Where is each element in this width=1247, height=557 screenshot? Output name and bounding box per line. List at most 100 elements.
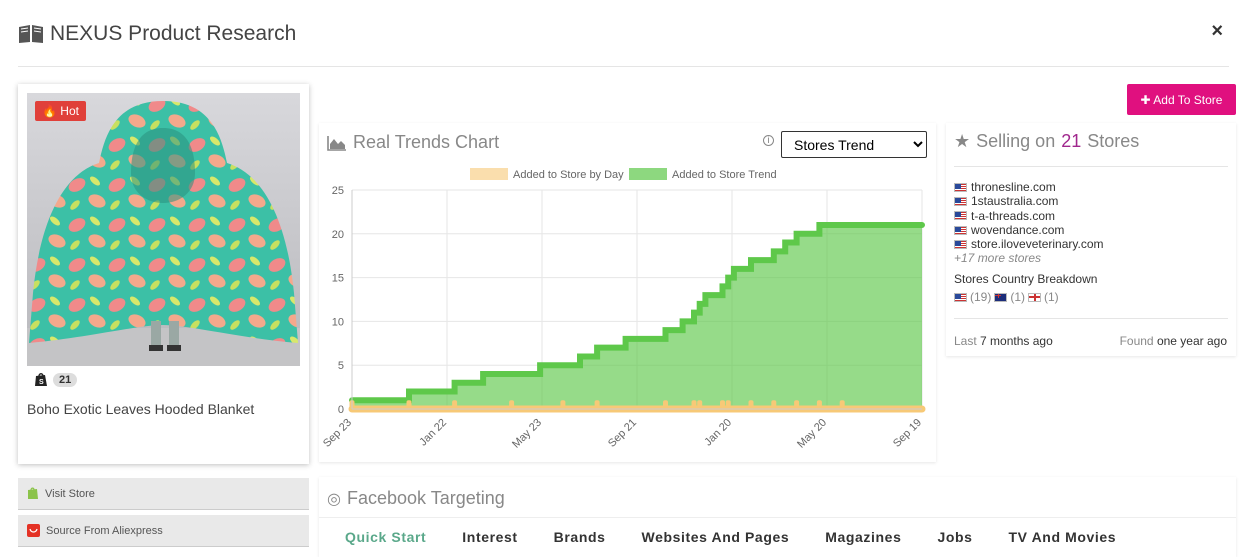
tab-tv-and-movies[interactable]: TV And Movies [1008, 529, 1117, 545]
us-flag-icon [954, 211, 967, 221]
visit-store-label: Visit Store [45, 487, 95, 500]
hot-badge: 🔥 Hot [35, 101, 86, 121]
store-domain[interactable]: thronesline.com [971, 180, 1056, 194]
store-domain[interactable]: store.iloveveterinary.com [971, 237, 1104, 252]
add-to-store-button[interactable]: ✚ Add To Store [1127, 84, 1236, 115]
last-seen-label: Last [954, 334, 977, 348]
selling-stores-card: ★ Selling on 21 Stores thronesline.com 1… [946, 123, 1236, 356]
product-image[interactable]: 🔥 Hot [27, 93, 300, 366]
legend-swatch [629, 168, 667, 180]
country-count: (19) [970, 290, 992, 304]
divider [954, 318, 1228, 319]
add-to-store-label: Add To Store [1153, 92, 1223, 107]
store-count-badge: 21 [53, 372, 78, 387]
us-flag-icon [954, 225, 967, 235]
stores-title-suffix: Stores [1087, 131, 1140, 151]
svg-text:S: S [39, 379, 44, 386]
y-tick-label: 10 [332, 316, 344, 328]
facebook-targeting-tabs: Quick Start Interest Brands Websites And… [319, 517, 1236, 545]
hooded-blanket-picture [27, 93, 300, 366]
by-day-point [691, 400, 697, 409]
real-trends-chart-card: Real Trends Chart i Stores Trend Added t… [319, 123, 936, 462]
found-label: Found [1119, 334, 1154, 348]
y-tick-label: 5 [338, 360, 344, 372]
by-day-point [839, 400, 845, 409]
last-seen: Last 7 months ago [954, 334, 1053, 348]
tab-brands[interactable]: Brands [553, 529, 606, 545]
list-item[interactable]: wovendance.com [954, 223, 1104, 237]
source-aliexpress-label: Source From Aliexpress [46, 524, 163, 537]
aliexpress-icon [27, 524, 40, 537]
x-tick-label: Sep 19 [891, 417, 924, 450]
tab-magazines[interactable]: Magazines [825, 529, 902, 545]
store-list: thronesline.com 1staustralia.com t-a-thr… [954, 180, 1104, 266]
by-day-point [663, 400, 668, 409]
y-tick-label: 0 [338, 404, 344, 416]
list-item[interactable]: store.iloveveterinary.com [954, 237, 1104, 251]
by-day-point [406, 400, 412, 409]
divider [954, 166, 1228, 167]
by-day-point [509, 400, 515, 409]
legend-label: Added to Store Trend [672, 169, 777, 181]
book-icon [19, 25, 43, 43]
tab-jobs[interactable]: Jobs [937, 529, 973, 545]
plus-icon: ✚ [1140, 92, 1151, 107]
hot-label: Hot [60, 104, 79, 118]
us-flag-icon [954, 196, 967, 206]
found-value: one year ago [1156, 334, 1227, 348]
store-domain[interactable]: 1staustralia.com [971, 194, 1059, 209]
facebook-targeting-title-text: Facebook Targeting [346, 488, 505, 508]
x-tick-label: Sep 21 [606, 417, 639, 450]
trend-type-select[interactable]: Stores Trend [781, 131, 927, 158]
by-day-point [725, 400, 731, 409]
modal-header: NEXUS Product Research × [18, 20, 1229, 67]
page-title-text: NEXUS Product Research [50, 22, 297, 45]
stores-count: 21 [1061, 131, 1082, 151]
legend-label: Added to Store by Day [513, 169, 624, 181]
info-icon[interactable]: i [763, 135, 774, 146]
facebook-targeting-card: ◎ Facebook Targeting Quick Start Interes… [319, 477, 1236, 557]
by-day-point [748, 400, 754, 409]
area-chart-icon [327, 135, 346, 151]
target-icon: ◎ [327, 490, 341, 508]
by-day-point [816, 400, 822, 409]
tab-interest[interactable]: Interest [462, 529, 518, 545]
list-item[interactable]: thronesline.com [954, 180, 1104, 194]
more-stores-link[interactable]: +17 more stores [954, 251, 1042, 266]
by-day-point [720, 400, 725, 409]
tab-websites-and-pages[interactable]: Websites And Pages [641, 529, 790, 545]
store-count-row: S 21 [34, 372, 78, 387]
store-domain[interactable]: t-a-threads.com [971, 208, 1056, 223]
us-flag-icon [954, 292, 967, 302]
tab-quick-start[interactable]: Quick Start [345, 529, 427, 545]
page-title: NEXUS Product Research [18, 22, 296, 46]
close-button[interactable]: × [1211, 20, 1223, 42]
gb-flag-icon [1028, 292, 1042, 302]
product-name: Boho Exotic Leaves Hooded Blanket [27, 401, 255, 417]
list-item[interactable]: t-a-threads.com [954, 209, 1104, 223]
chart-card-title-text: Real Trends Chart [353, 132, 500, 152]
by-day-point [594, 400, 600, 409]
chart-card-title: Real Trends Chart [327, 132, 499, 153]
x-tick-label: Sep 23 [321, 417, 354, 450]
trend-line [349, 222, 925, 404]
product-card: 🔥 Hot [18, 84, 309, 464]
by-day-point [771, 400, 777, 409]
y-tick-label: 25 [332, 185, 344, 197]
visit-store-button[interactable]: Visit Store [18, 478, 309, 510]
by-day-point [560, 400, 566, 409]
x-tick-label: May 23 [510, 417, 544, 451]
source-aliexpress-button[interactable]: Source From Aliexpress [18, 515, 309, 547]
star-icon: ★ [954, 131, 971, 151]
us-flag-icon [954, 239, 967, 249]
list-item[interactable]: 1staustralia.com [954, 194, 1104, 208]
y-tick-label: 20 [332, 229, 344, 241]
store-domain[interactable]: wovendance.com [971, 222, 1065, 237]
by-day-point [697, 400, 703, 409]
last-seen-value: 7 months ago [980, 334, 1053, 348]
trends-chart: Added to Store by Day Added to Store Tren… [321, 168, 926, 451]
legend-swatch [470, 168, 508, 180]
au-flag-icon [994, 292, 1008, 302]
trend-area [352, 225, 922, 409]
shopify-bag-icon [28, 487, 38, 499]
